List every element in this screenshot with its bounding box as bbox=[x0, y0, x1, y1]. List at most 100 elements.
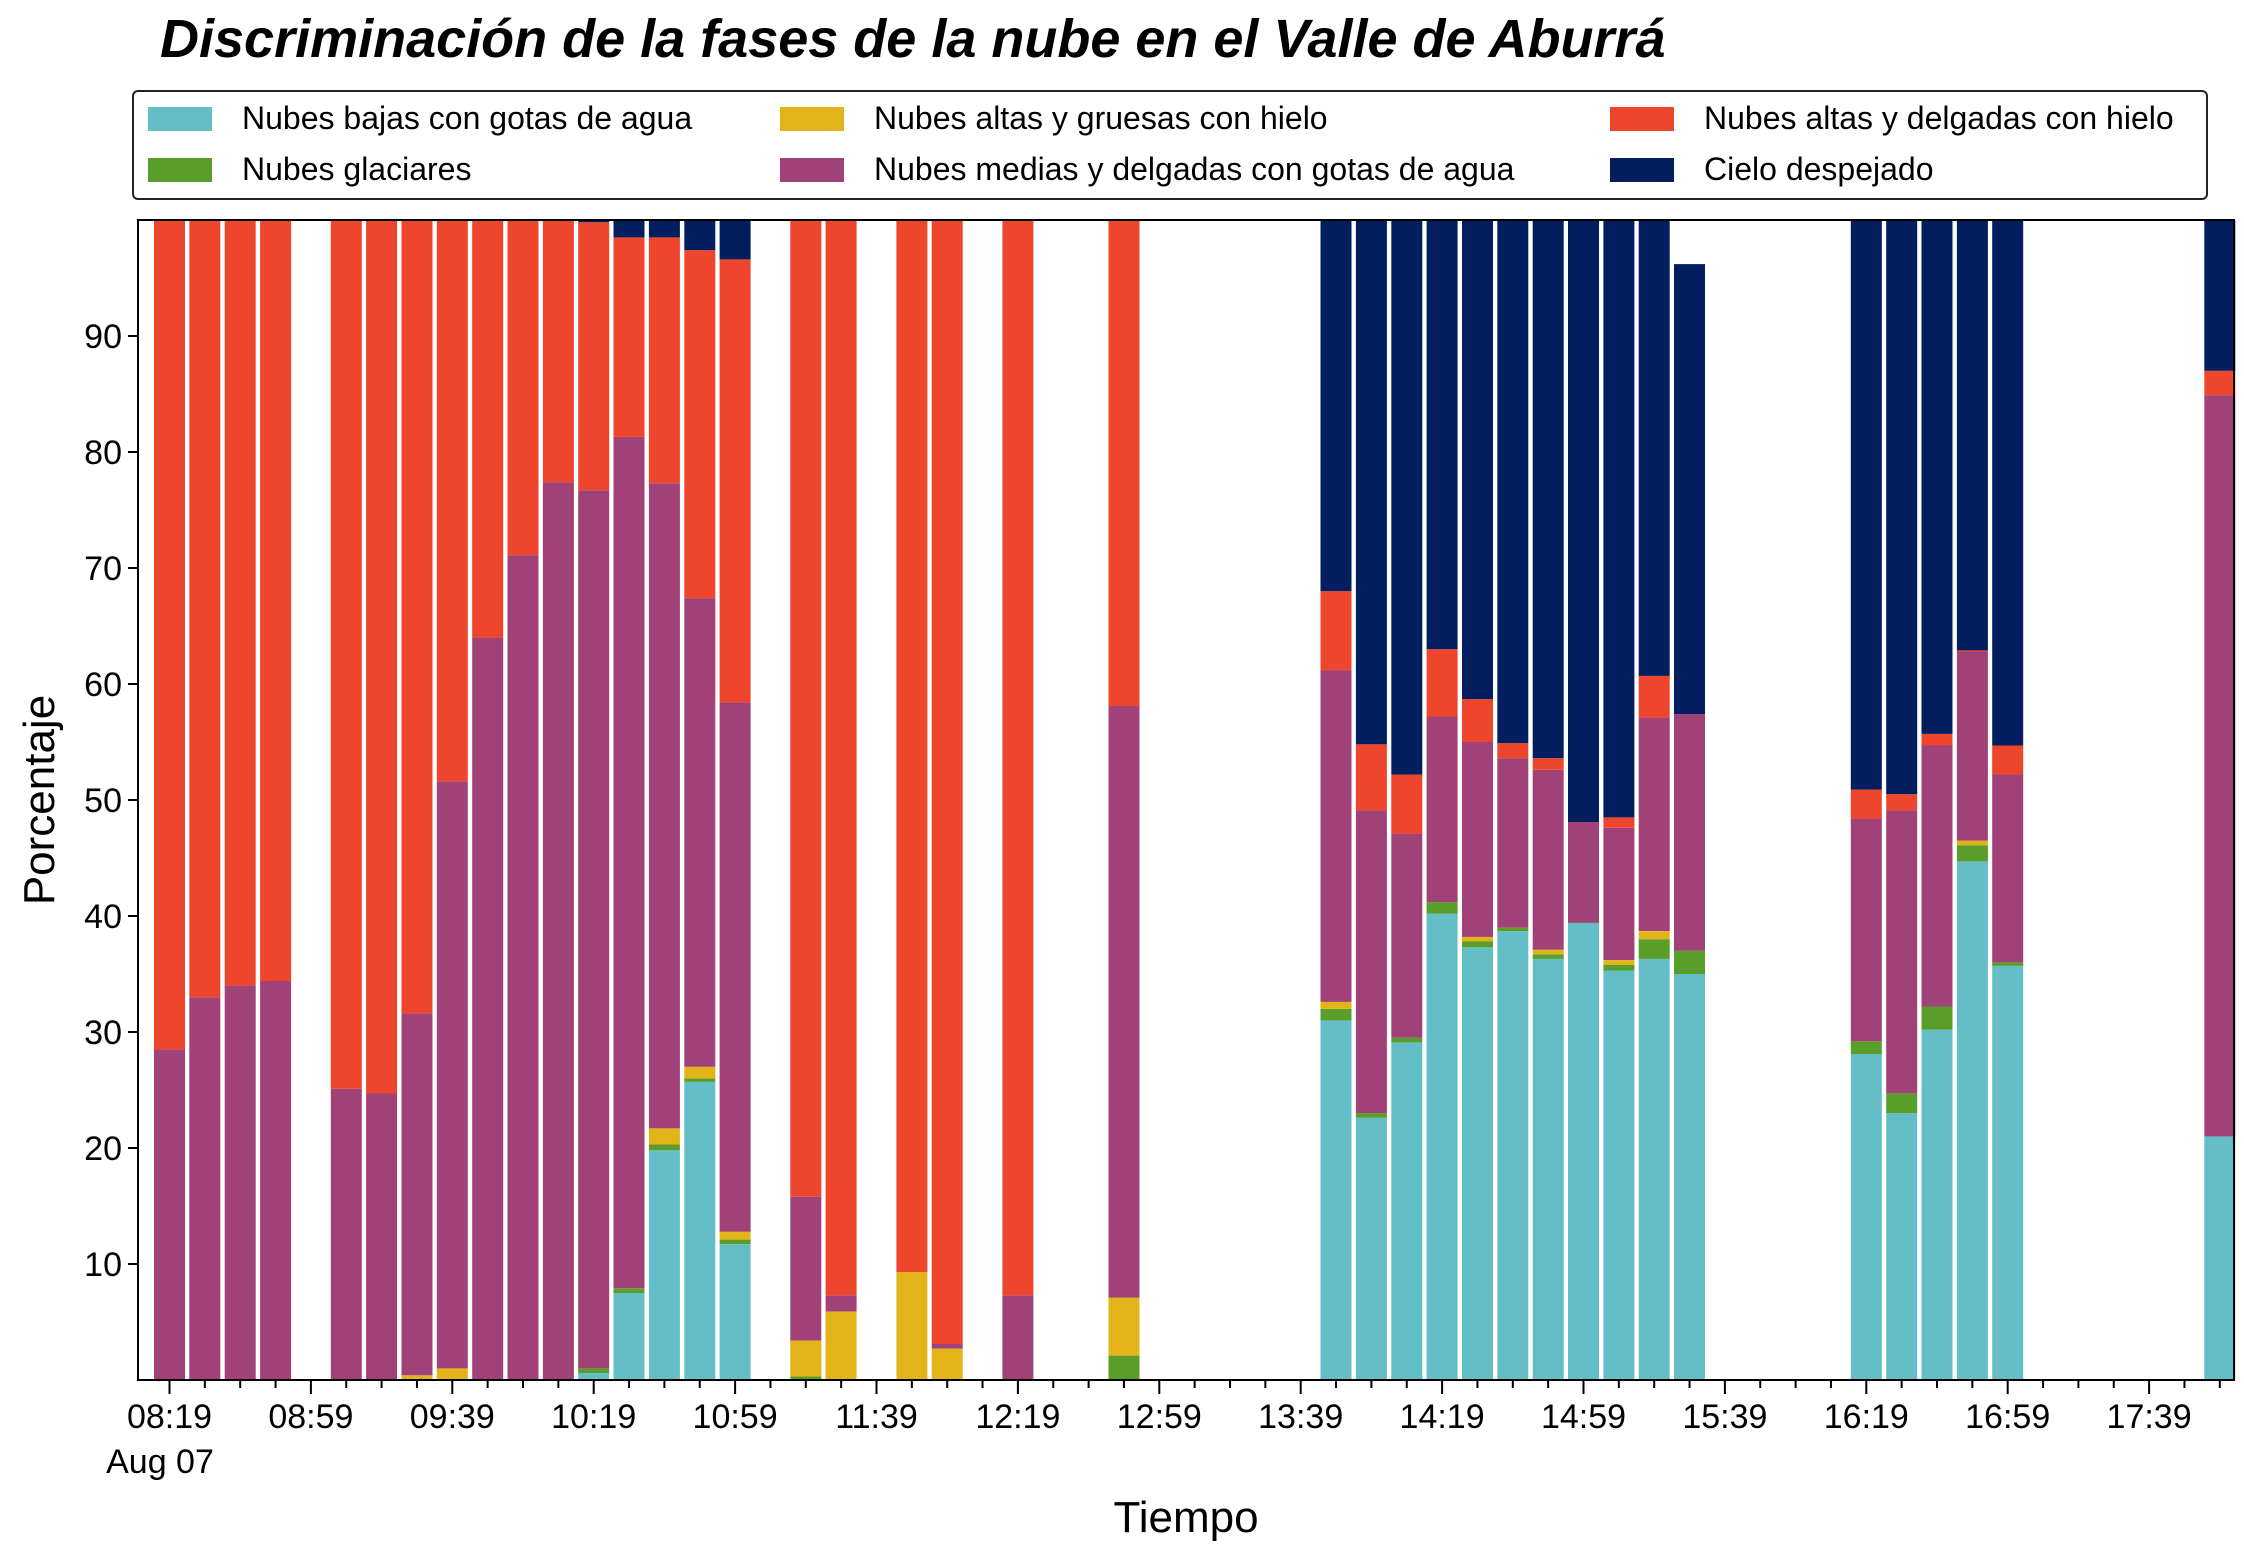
bar-segment-3-12 bbox=[578, 490, 610, 1369]
bar-segment-3-19 bbox=[825, 1295, 857, 1312]
bar-segment-3-52 bbox=[1992, 774, 2024, 963]
x-tick-label-08:59: 08:59 bbox=[268, 1398, 353, 1436]
y-axis-title: Porcentaje bbox=[15, 695, 64, 905]
bar-segment-0-49 bbox=[1886, 1113, 1918, 1380]
x-tick-label-17:39: 17:39 bbox=[2107, 1398, 2192, 1436]
legend-label-nubes-glaciares: Nubes glaciares bbox=[242, 151, 472, 187]
legend-label-nubes-altas-gruesas: Nubes altas y gruesas con hielo bbox=[874, 100, 1328, 136]
bar-segment-3-33 bbox=[1320, 670, 1352, 1002]
bar-segment-4-15 bbox=[684, 250, 716, 599]
bar-segment-5-15 bbox=[684, 220, 716, 251]
bar-segment-0-16 bbox=[719, 1244, 751, 1380]
bar-segment-5-51 bbox=[1956, 220, 1988, 651]
bar-segment-1-43 bbox=[1674, 950, 1705, 974]
bar-segment-2-41 bbox=[1603, 960, 1635, 965]
bar-segment-1-38 bbox=[1497, 927, 1529, 932]
bar-segment-5-40 bbox=[1568, 220, 1599, 822]
bar-segment-4-11 bbox=[542, 220, 574, 483]
legend-swatch-nubes-glaciares bbox=[148, 157, 212, 182]
x-tick-label-14:59: 14:59 bbox=[1541, 1398, 1626, 1436]
bar-segment-3-34 bbox=[1355, 810, 1387, 1114]
bar-segment-4-2 bbox=[224, 220, 256, 986]
bar-segment-1-39 bbox=[1532, 954, 1564, 959]
bar-segment-2-21 bbox=[896, 1272, 928, 1380]
bar-segment-1-14 bbox=[648, 1144, 680, 1151]
bar-segment-2-37 bbox=[1462, 936, 1493, 942]
bar-segment-4-58 bbox=[2204, 370, 2236, 396]
bar-segment-4-9 bbox=[472, 220, 504, 638]
legend-entry-nubes-medias: Nubes medias y delgadas con gotas de agu… bbox=[780, 151, 1514, 188]
bar-segment-4-16 bbox=[719, 259, 751, 703]
bar-segment-0-33 bbox=[1320, 1020, 1352, 1380]
bar-segment-3-13 bbox=[613, 436, 645, 1289]
bar-segment-5-36 bbox=[1426, 220, 1458, 650]
bar-segment-1-41 bbox=[1603, 964, 1635, 971]
bar-segment-2-18 bbox=[790, 1340, 822, 1377]
x-axis-date-label: Aug 07 bbox=[106, 1443, 214, 1481]
bar-segment-4-14 bbox=[648, 237, 680, 484]
bar-segment-4-50 bbox=[1921, 733, 1953, 746]
bar-segment-5-52 bbox=[1992, 220, 2024, 746]
bar-segment-3-18 bbox=[790, 1196, 822, 1341]
bar-segment-3-7 bbox=[401, 1013, 433, 1376]
bar-segment-4-10 bbox=[507, 220, 539, 556]
bar-segment-3-41 bbox=[1603, 827, 1635, 960]
bar-segment-5-42 bbox=[1638, 220, 1670, 676]
y-tick-label-40: 40 bbox=[84, 898, 122, 936]
bar-segment-0-51 bbox=[1956, 861, 1988, 1380]
x-tick-label-15:39: 15:39 bbox=[1682, 1398, 1767, 1436]
bar-segment-4-35 bbox=[1391, 774, 1423, 834]
bar-segment-3-39 bbox=[1532, 769, 1564, 950]
bar-segment-2-27 bbox=[1108, 1297, 1140, 1356]
bar-segment-3-0 bbox=[154, 1049, 185, 1380]
legend-entry-nubes-bajas: Nubes bajas con gotas de agua bbox=[148, 100, 692, 137]
bar-segment-1-33 bbox=[1320, 1008, 1352, 1021]
bar-segment-4-42 bbox=[1638, 675, 1670, 718]
bar-segment-0-12 bbox=[578, 1373, 610, 1380]
bars-layer bbox=[154, 220, 2236, 1380]
bar-segment-4-18 bbox=[790, 220, 822, 1197]
bar-segment-3-14 bbox=[648, 483, 680, 1129]
legend-entry-cielo-despejado: Cielo despejado bbox=[1610, 151, 1934, 188]
x-axis: 08:19 08:59 09:39 10:19 10:59 11:39 12:19 12:59… bbox=[127, 1380, 2221, 1436]
bar-segment-0-42 bbox=[1638, 958, 1670, 1380]
y-tick-label-70: 70 bbox=[84, 550, 122, 588]
bar-segment-3-58 bbox=[2204, 395, 2236, 1137]
bar-segment-2-22 bbox=[931, 1348, 963, 1380]
bar-segment-0-39 bbox=[1532, 958, 1564, 1380]
bar-segment-4-38 bbox=[1497, 743, 1529, 759]
y-tick-label-50: 50 bbox=[84, 782, 122, 820]
bar-segment-5-37 bbox=[1462, 220, 1493, 700]
bar-segment-3-16 bbox=[719, 702, 751, 1232]
x-tick-label-11:39: 11:39 bbox=[835, 1398, 918, 1436]
bar-segment-4-52 bbox=[1992, 745, 2024, 775]
y-tick-label-10: 10 bbox=[84, 1246, 122, 1284]
x-tick-label-10:59: 10:59 bbox=[693, 1398, 778, 1436]
y-tick-label-80: 80 bbox=[84, 434, 122, 472]
bar-segment-3-27 bbox=[1108, 706, 1140, 1298]
bar-segment-1-34 bbox=[1355, 1113, 1387, 1118]
bar-segment-1-48 bbox=[1850, 1041, 1882, 1055]
x-axis-title: Tiempo bbox=[1113, 1493, 1258, 1542]
bar-segment-4-22 bbox=[931, 220, 963, 1344]
bar-segment-3-35 bbox=[1391, 833, 1423, 1038]
x-tick-label-10:19: 10:19 bbox=[551, 1398, 636, 1436]
bar-segment-3-43 bbox=[1674, 714, 1705, 951]
bar-segment-1-35 bbox=[1391, 1037, 1423, 1043]
bar-segment-4-0 bbox=[154, 220, 185, 1050]
bar-segment-2-33 bbox=[1320, 1001, 1352, 1009]
bar-segment-1-52 bbox=[1992, 962, 2024, 966]
legend-label-nubes-bajas: Nubes bajas con gotas de agua bbox=[242, 100, 693, 136]
bar-segment-0-37 bbox=[1462, 947, 1493, 1380]
bar-segment-5-41 bbox=[1603, 220, 1635, 818]
chart-legend: Nubes bajas con gotas de agua Nubes glac… bbox=[132, 90, 2208, 200]
legend-swatch-cielo-despejado bbox=[1610, 157, 1674, 182]
bar-segment-3-40 bbox=[1568, 822, 1599, 923]
bar-segment-4-37 bbox=[1462, 699, 1493, 742]
bar-segment-4-3 bbox=[260, 220, 292, 981]
bar-segment-5-14 bbox=[648, 220, 680, 238]
legend-label-cielo-despejado: Cielo despejado bbox=[1704, 151, 1934, 187]
bar-segment-5-39 bbox=[1532, 220, 1564, 759]
bar-segment-3-15 bbox=[684, 598, 716, 1067]
bar-segment-4-51 bbox=[1956, 650, 1988, 652]
